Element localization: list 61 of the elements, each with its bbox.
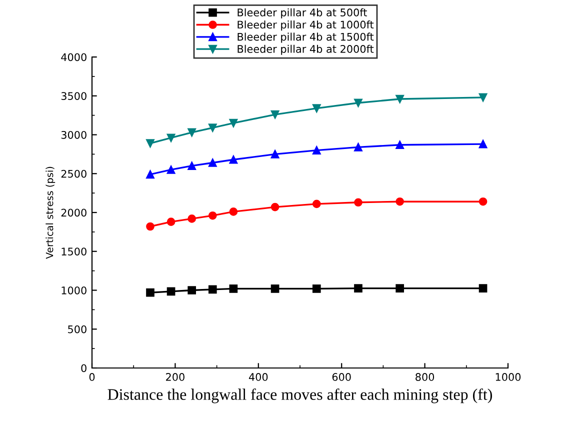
point xyxy=(354,198,362,207)
point xyxy=(396,197,404,206)
point xyxy=(188,214,196,223)
point xyxy=(312,146,321,154)
y-tick-label: 0 xyxy=(81,364,86,372)
point xyxy=(208,158,217,167)
point xyxy=(146,170,154,179)
legend-label: Bleeder pillar 4b at 1500ft xyxy=(238,32,374,43)
point xyxy=(270,202,280,212)
y-tick-label: 2500 xyxy=(61,170,86,178)
point xyxy=(166,134,176,142)
point xyxy=(312,200,321,208)
point xyxy=(229,118,238,128)
x-axis-title: Distance the longwall face moves after each mining step (ft) xyxy=(108,388,492,404)
x-tick-label: 800 xyxy=(416,373,434,381)
y-tick-label: 1500 xyxy=(62,248,86,256)
x-tick-label: 0 xyxy=(89,373,95,381)
point xyxy=(312,104,321,112)
point xyxy=(312,284,321,293)
y-tick-label: 4000 xyxy=(61,53,86,62)
point xyxy=(478,140,488,148)
y-tick-label: 2000 xyxy=(61,208,86,217)
point xyxy=(396,94,404,104)
point xyxy=(354,143,362,152)
point xyxy=(229,155,238,164)
x-tick-label: 600 xyxy=(332,373,351,381)
point xyxy=(188,286,196,294)
y-tick-label: 3000 xyxy=(61,130,86,139)
x-tick-label: 400 xyxy=(248,373,268,381)
point xyxy=(270,150,280,158)
y-tick-label: 1000 xyxy=(62,286,86,294)
point xyxy=(354,98,362,108)
point xyxy=(166,287,176,296)
point xyxy=(208,211,217,220)
legend-label: Bleeder pillar 4b at 2000ft xyxy=(238,44,374,55)
x-tick-label: 1000 xyxy=(496,373,521,381)
point xyxy=(229,284,238,293)
point xyxy=(208,285,217,294)
legend-label: Bleeder pillar 4b at 500ft xyxy=(238,8,367,18)
y-tick-label: 3500 xyxy=(61,92,86,100)
point xyxy=(146,222,154,231)
point xyxy=(229,208,238,216)
point xyxy=(354,284,362,292)
legend-label: Bleeder pillar 4b at 1000ft xyxy=(238,20,374,31)
point xyxy=(396,140,404,150)
point xyxy=(166,218,176,226)
x-tick-label: 200 xyxy=(166,373,184,381)
point xyxy=(208,124,217,132)
y-axis-title: Vertical stress (psi) xyxy=(46,166,56,259)
point xyxy=(478,284,488,292)
point xyxy=(478,197,488,206)
point xyxy=(146,139,154,148)
point xyxy=(146,288,154,297)
point xyxy=(188,128,196,137)
point xyxy=(270,284,280,293)
point xyxy=(270,110,280,119)
point xyxy=(396,284,404,292)
y-tick-label: 500 xyxy=(68,325,86,334)
point xyxy=(188,162,196,170)
point xyxy=(166,166,176,174)
point xyxy=(478,93,488,102)
